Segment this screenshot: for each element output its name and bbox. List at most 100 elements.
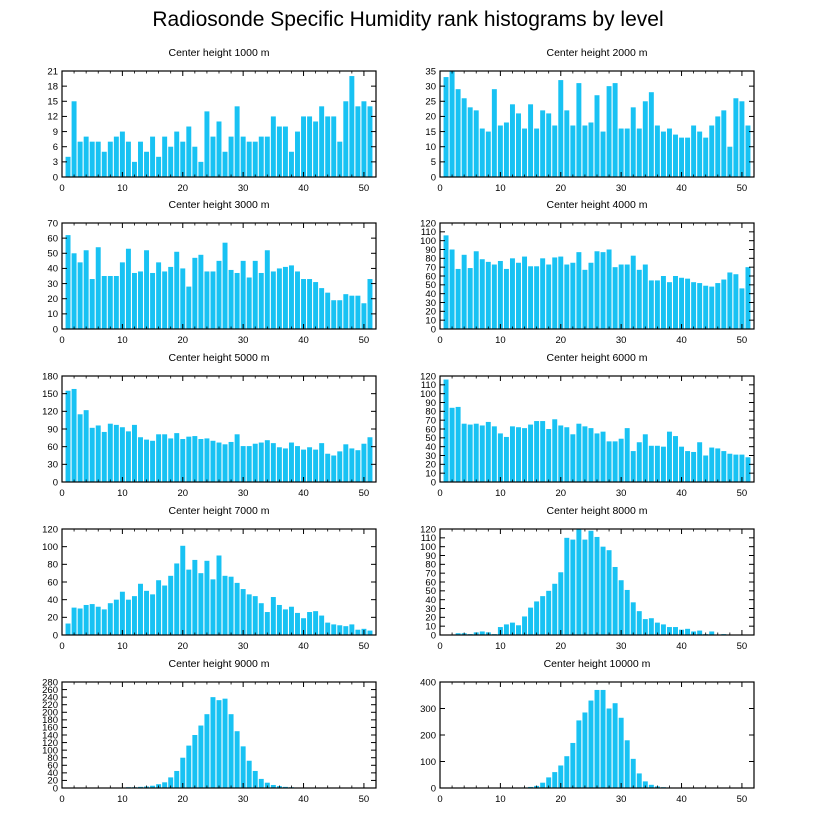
histogram-panel-7: Center height 7000 m0 10 20 30 40 50020406080… (42, 505, 376, 652)
y-tick-label: 120 (420, 524, 436, 535)
histogram-bar (78, 609, 83, 636)
histogram-bar (192, 436, 197, 482)
histogram-bar (277, 605, 282, 635)
histogram-bar (192, 560, 197, 635)
histogram-bar (180, 268, 185, 329)
histogram-bar (192, 258, 197, 329)
histogram-bar (126, 600, 131, 635)
y-tick-label: 120 (420, 218, 436, 229)
histogram-bar (480, 259, 485, 329)
x-tick-label: 10 (117, 641, 128, 652)
histogram-bar (355, 630, 360, 635)
y-tick-label: 120 (420, 371, 436, 382)
histogram-bar (697, 631, 702, 635)
histogram-bar (558, 257, 563, 329)
x-tick-label: 40 (676, 641, 687, 652)
histogram-bar (498, 433, 503, 482)
panel-title: Center height 6000 m (547, 352, 648, 364)
histogram-bar (637, 773, 642, 788)
histogram-bar (576, 529, 581, 635)
histogram-bar (150, 441, 155, 482)
histogram-bar (588, 531, 593, 635)
histogram-bar (619, 580, 624, 635)
histogram-bar (655, 446, 660, 482)
x-tick-label: 40 (676, 488, 687, 499)
histogram-bar (265, 137, 270, 177)
histogram-bar (156, 434, 161, 482)
histogram-bar (174, 771, 179, 788)
histogram-bar (319, 288, 324, 329)
histogram-bar (745, 126, 750, 177)
y-tick-label: 25 (425, 97, 436, 108)
histogram-bar (180, 546, 185, 635)
histogram-bar (126, 142, 131, 177)
histogram-bar (703, 456, 708, 483)
y-tick-label: 21 (47, 66, 58, 77)
histogram-bar (156, 262, 161, 329)
histogram-bar (588, 428, 593, 482)
histogram-bar (307, 612, 312, 635)
histogram-bar (229, 714, 234, 788)
x-tick-label: 40 (298, 641, 309, 652)
histogram-bar (210, 441, 215, 482)
histogram-bar (498, 261, 503, 329)
histogram-bar (180, 142, 185, 177)
histogram-bar (528, 608, 533, 635)
histogram-bar (289, 443, 294, 482)
histogram-bar (162, 586, 167, 635)
histogram-bar (468, 268, 473, 329)
histogram-bar (114, 137, 119, 177)
histogram-bar (265, 612, 270, 635)
histogram-bar (739, 101, 744, 177)
histogram-bar (325, 116, 330, 177)
histogram-bar (355, 296, 360, 329)
histogram-bar (504, 122, 509, 177)
histogram-bar (168, 576, 173, 635)
x-tick-label: 0 (437, 794, 442, 805)
histogram-bar (144, 152, 149, 177)
y-tick-label: 90 (47, 424, 58, 435)
x-tick-label: 0 (437, 183, 442, 194)
x-tick-label: 10 (495, 335, 506, 346)
histogram-bar (540, 110, 545, 177)
histogram-bar (637, 611, 642, 635)
histogram-bar (229, 442, 234, 482)
histogram-bar (241, 446, 246, 482)
histogram-bar (132, 596, 137, 635)
histogram-bar (613, 567, 618, 635)
histogram-bar (607, 250, 612, 330)
histogram-bar (607, 550, 612, 635)
y-tick-label: 80 (47, 560, 58, 571)
histogram-bar (637, 442, 642, 482)
histogram-bar (510, 258, 515, 329)
histogram-bar (625, 265, 630, 329)
histogram-bar (90, 142, 95, 177)
histogram-bar (277, 447, 282, 482)
x-tick-label: 20 (177, 794, 188, 805)
histogram-bar (552, 126, 557, 177)
histogram-bar (679, 278, 684, 329)
x-tick-label: 30 (238, 641, 249, 652)
y-tick-label: 150 (42, 389, 58, 400)
histogram-bar (223, 444, 228, 482)
histogram-bar (619, 265, 624, 329)
histogram-bar (727, 147, 732, 177)
histogram-bar (637, 270, 642, 329)
histogram-bar (283, 127, 288, 177)
histogram-bar (283, 267, 288, 329)
histogram-bar (570, 540, 575, 635)
histogram-bar (582, 426, 587, 482)
histogram-bar (528, 104, 533, 177)
histogram-bar (337, 451, 342, 482)
x-tick-label: 10 (117, 335, 128, 346)
histogram-bar (673, 627, 678, 635)
histogram-bar (595, 537, 600, 635)
histogram-bar (552, 584, 557, 635)
y-tick-label: 15 (425, 127, 436, 138)
x-tick-label: 50 (359, 488, 370, 499)
histogram-bar (144, 250, 149, 329)
histogram-bar (277, 127, 282, 177)
histogram-bar (84, 250, 89, 329)
histogram-bar (223, 152, 228, 177)
histogram-bar (349, 448, 354, 482)
